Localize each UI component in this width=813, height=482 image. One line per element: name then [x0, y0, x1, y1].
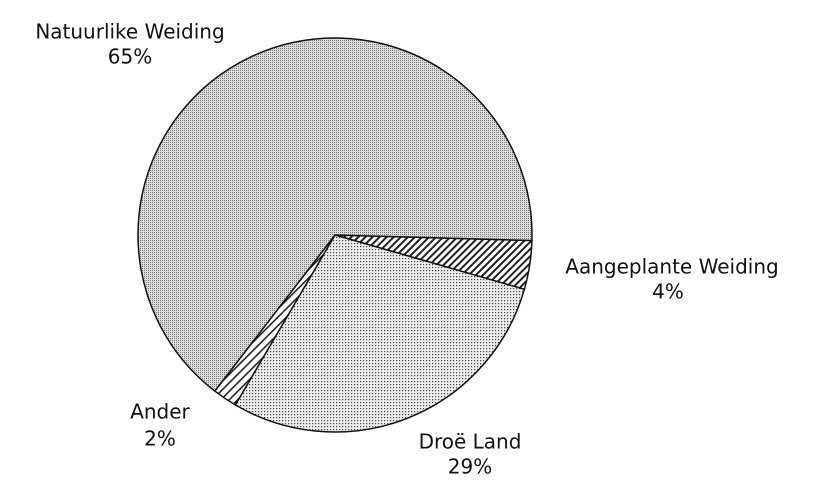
- slice-value-label: 4%: [652, 280, 684, 304]
- slice-label: Natuurlike Weiding: [35, 20, 224, 44]
- slice-label: Ander: [130, 400, 190, 424]
- slice-label: Droë Land: [419, 430, 522, 454]
- slice-value-label: 2%: [144, 427, 176, 451]
- slice-value-label: 29%: [448, 455, 492, 479]
- pie-slice: [137, 37, 533, 393]
- slice-label: Aangeplante Weiding: [565, 255, 778, 279]
- slice-value-label: 65%: [108, 45, 152, 69]
- pie-slice: [234, 234, 526, 433]
